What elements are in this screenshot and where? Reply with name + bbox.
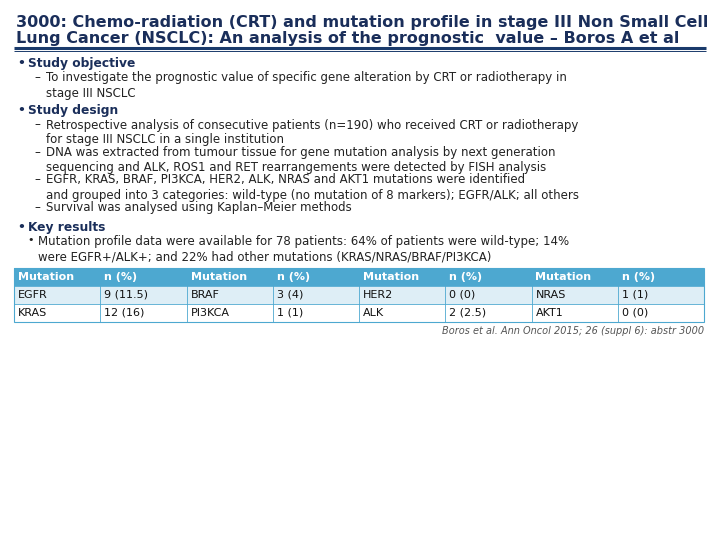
Text: Survival was analysed using Kaplan–Meier methods: Survival was analysed using Kaplan–Meier… — [46, 201, 352, 214]
Text: Mutation profile data were available for 78 patients: 64% of patients were wild-: Mutation profile data were available for… — [38, 235, 569, 263]
Text: To investigate the prognostic value of specific gene alteration by CRT or radiot: To investigate the prognostic value of s… — [46, 71, 567, 99]
Text: 3000: Chemo-radiation (CRT) and mutation profile in stage III Non Small Cell: 3000: Chemo-radiation (CRT) and mutation… — [16, 15, 708, 30]
Text: •: • — [27, 235, 34, 245]
Text: •: • — [17, 57, 25, 70]
Text: NRAS: NRAS — [536, 289, 566, 300]
Text: Mutation: Mutation — [536, 272, 592, 281]
Text: ALK: ALK — [363, 307, 384, 318]
Text: –: – — [34, 146, 40, 159]
Text: Lung Cancer (NSCLC): An analysis of the prognostic  value – Boros A et al: Lung Cancer (NSCLC): An analysis of the … — [16, 31, 680, 46]
Text: Mutation: Mutation — [191, 272, 247, 281]
Text: •: • — [17, 220, 25, 233]
Text: DNA was extracted from tumour tissue for gene mutation analysis by next generati: DNA was extracted from tumour tissue for… — [46, 146, 556, 174]
Text: –: – — [34, 71, 40, 84]
Bar — [14, 286, 704, 303]
Text: 3 (4): 3 (4) — [276, 289, 303, 300]
Text: EGFR, KRAS, BRAF, PI3KCA, HER2, ALK, NRAS and AKT1 mutations were identified
and: EGFR, KRAS, BRAF, PI3KCA, HER2, ALK, NRA… — [46, 173, 579, 201]
Text: –: – — [34, 173, 40, 186]
Text: Mutation: Mutation — [18, 272, 74, 281]
Text: •: • — [17, 104, 25, 117]
Text: 1 (1): 1 (1) — [622, 289, 648, 300]
Text: n (%): n (%) — [276, 272, 310, 281]
Text: HER2: HER2 — [363, 289, 393, 300]
Text: 0 (0): 0 (0) — [449, 289, 475, 300]
Text: Key results: Key results — [28, 220, 105, 233]
Text: n (%): n (%) — [622, 272, 655, 281]
Text: Boros et al. Ann Oncol 2015; 26 (suppl 6): abstr 3000: Boros et al. Ann Oncol 2015; 26 (suppl 6… — [442, 326, 704, 335]
Text: 1 (1): 1 (1) — [276, 307, 303, 318]
Text: Mutation: Mutation — [363, 272, 419, 281]
Text: EGFR: EGFR — [18, 289, 48, 300]
Text: 2 (2.5): 2 (2.5) — [449, 307, 487, 318]
Text: 0 (0): 0 (0) — [622, 307, 648, 318]
Text: 9 (11.5): 9 (11.5) — [104, 289, 148, 300]
Text: Retrospective analysis of consecutive patients (n=190) who received CRT or radio: Retrospective analysis of consecutive pa… — [46, 118, 578, 146]
Text: n (%): n (%) — [449, 272, 482, 281]
Text: 12 (16): 12 (16) — [104, 307, 145, 318]
Bar — [14, 303, 704, 321]
Text: AKT1: AKT1 — [536, 307, 563, 318]
Text: KRAS: KRAS — [18, 307, 48, 318]
Text: –: – — [34, 118, 40, 132]
Bar — [14, 267, 704, 286]
Text: PI3KCA: PI3KCA — [191, 307, 230, 318]
Bar — [14, 267, 704, 321]
Text: n (%): n (%) — [104, 272, 138, 281]
Text: BRAF: BRAF — [191, 289, 220, 300]
Text: Study objective: Study objective — [28, 57, 135, 70]
Text: Study design: Study design — [28, 104, 118, 117]
Text: –: – — [34, 201, 40, 214]
